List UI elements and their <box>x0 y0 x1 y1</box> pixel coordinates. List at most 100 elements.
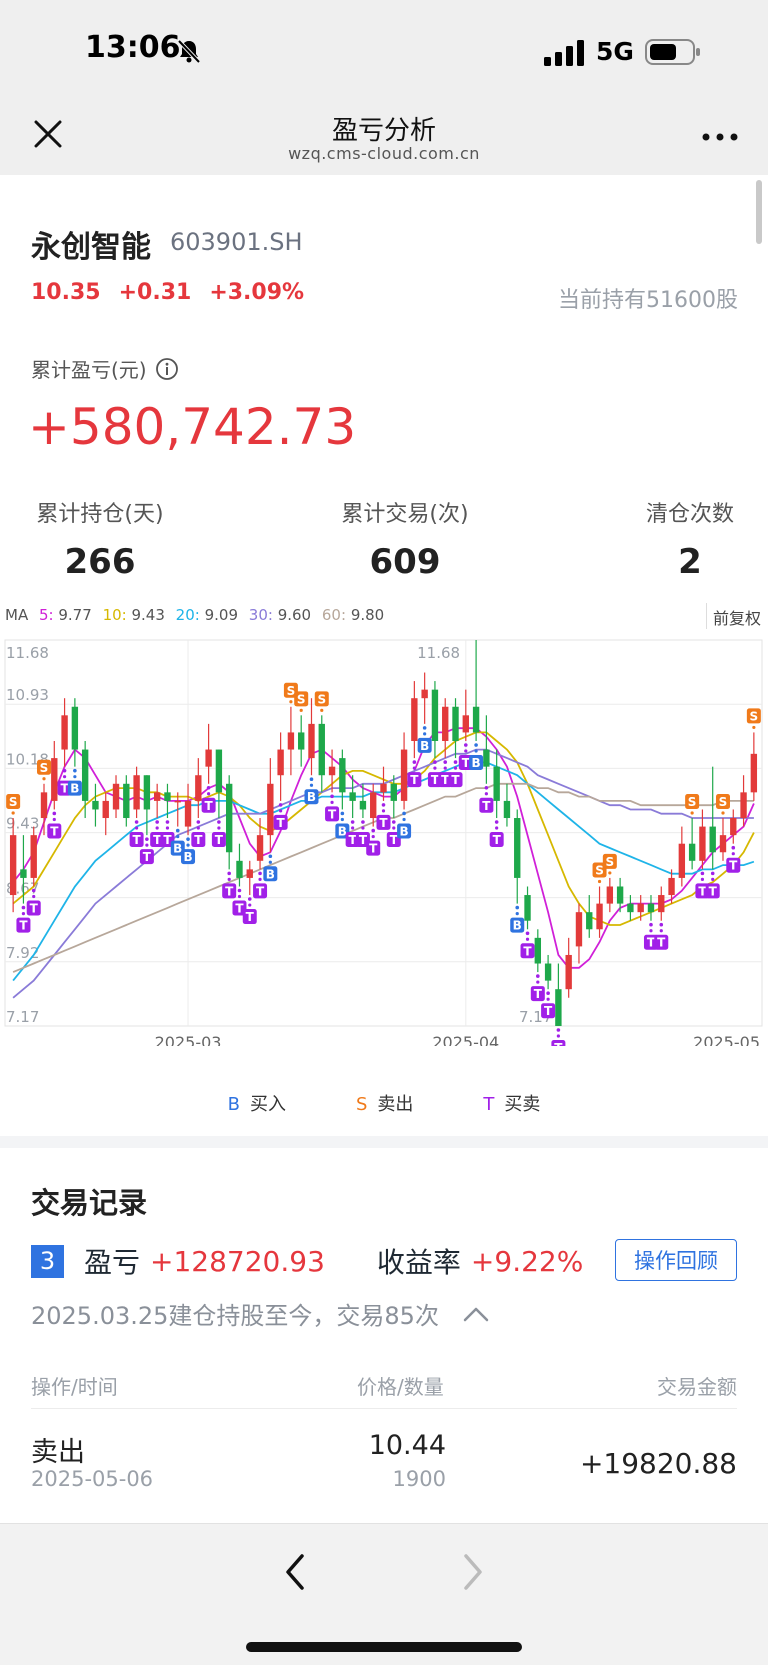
candle-body <box>205 749 212 767</box>
chevron-left-icon[interactable] <box>280 1552 310 1592</box>
marker-letter: T <box>225 884 234 898</box>
marker-dot <box>659 929 663 933</box>
marker-dot <box>721 811 725 815</box>
candle-body <box>318 723 325 776</box>
marker-tag <box>376 814 391 830</box>
trade-marker-T: T <box>201 785 216 813</box>
candle <box>328 749 336 793</box>
marker-tag <box>417 737 432 753</box>
adjust-button[interactable]: 前复权 <box>706 603 761 629</box>
ma-item-30: 30: 9.60 <box>249 606 311 624</box>
marker-tag <box>489 832 504 848</box>
records-description[interactable]: 2025.03.25建仓持股至今，交易85次 <box>31 1296 489 1331</box>
marker-letter: T <box>50 824 59 838</box>
candle-body <box>215 749 223 793</box>
candle-body <box>61 715 68 750</box>
marker-dot <box>443 760 448 764</box>
marker-tag <box>253 883 268 899</box>
candle-body <box>503 800 511 819</box>
candle <box>205 723 212 784</box>
marker-dot <box>402 817 406 822</box>
marker-letter: T <box>523 944 532 958</box>
marker-letter: T <box>482 799 491 813</box>
marker-tag <box>201 797 216 813</box>
marker-dot <box>145 843 149 847</box>
marker-tag <box>304 789 319 805</box>
marker-dot <box>536 974 540 978</box>
candle <box>740 775 747 827</box>
close-icon[interactable] <box>30 116 66 152</box>
candle-body <box>709 826 716 853</box>
candle <box>544 954 552 990</box>
ma-key: 60: <box>321 606 347 624</box>
marker-dot <box>464 749 468 753</box>
marker-dot <box>412 766 416 770</box>
marker-letter: T <box>19 919 28 933</box>
stat-value: 609 <box>369 542 441 582</box>
candle-body <box>606 886 614 904</box>
more-icon[interactable] <box>700 130 740 144</box>
stat-label: 累计交易(次) <box>341 502 469 527</box>
candle-body <box>452 706 459 741</box>
trade-marker-T: T <box>47 811 62 839</box>
marker-letter: T <box>410 773 419 787</box>
info-icon[interactable] <box>155 357 179 381</box>
trade-marker-B: B <box>469 743 484 770</box>
candle-body <box>359 800 367 810</box>
review-button[interactable]: 操作回顾 <box>615 1239 737 1281</box>
candle-body <box>596 903 603 930</box>
candle <box>287 706 295 776</box>
marker-dot <box>52 811 57 816</box>
candle-body <box>740 792 747 819</box>
candle-body <box>431 689 439 741</box>
trade-marker-B: B <box>304 777 319 805</box>
section-divider <box>0 1136 768 1148</box>
candle-body <box>730 818 737 836</box>
marker-tag <box>263 866 278 882</box>
trade-marker-T: T <box>26 888 41 916</box>
candle-body <box>370 792 377 819</box>
legend-label: 卖出 <box>377 1094 414 1115</box>
status-bar: 13:06 5G <box>0 0 768 100</box>
marker-tag <box>705 883 720 899</box>
candle-body <box>256 835 264 861</box>
network-label: 5G <box>596 37 634 66</box>
marker-tag <box>520 943 535 959</box>
candle-body <box>483 749 490 767</box>
row-divider <box>31 1408 737 1409</box>
candle-body <box>246 869 253 878</box>
candle-body <box>184 800 192 827</box>
marker-letter: T <box>349 833 358 847</box>
marker-dot <box>381 809 386 813</box>
marker-dot <box>340 817 344 822</box>
marker-dot <box>186 837 190 841</box>
marker-dot <box>196 826 200 830</box>
candle-body <box>575 912 583 947</box>
marker-tag <box>181 849 196 865</box>
marker-dot <box>453 760 458 764</box>
candle <box>503 783 511 827</box>
marker-letter: T <box>647 936 656 950</box>
candle <box>750 732 758 801</box>
candle <box>370 783 377 827</box>
chevron-right-icon[interactable] <box>458 1552 488 1592</box>
marker-letter: B <box>338 824 347 838</box>
stock-change: +0.31 <box>118 280 192 305</box>
marker-dot <box>320 708 324 712</box>
rate-label: 收益率 <box>376 1246 461 1279</box>
candle-body <box>616 886 624 904</box>
pnl-label: 盈亏 <box>84 1246 141 1279</box>
marker-tag <box>469 754 484 770</box>
candle <box>215 749 223 819</box>
x-tick-label: 2025-05 <box>693 1033 760 1046</box>
chevron-up-icon[interactable] <box>463 1306 489 1322</box>
marker-dot <box>525 931 530 936</box>
candle <box>225 775 233 870</box>
candle-body <box>112 783 120 810</box>
stat-label: 累计持仓(天) <box>36 502 164 527</box>
legend-label: 买入 <box>249 1094 286 1115</box>
trade-marker-B: B <box>67 768 82 796</box>
marker-dot <box>711 877 715 881</box>
scrollbar[interactable] <box>756 180 762 244</box>
